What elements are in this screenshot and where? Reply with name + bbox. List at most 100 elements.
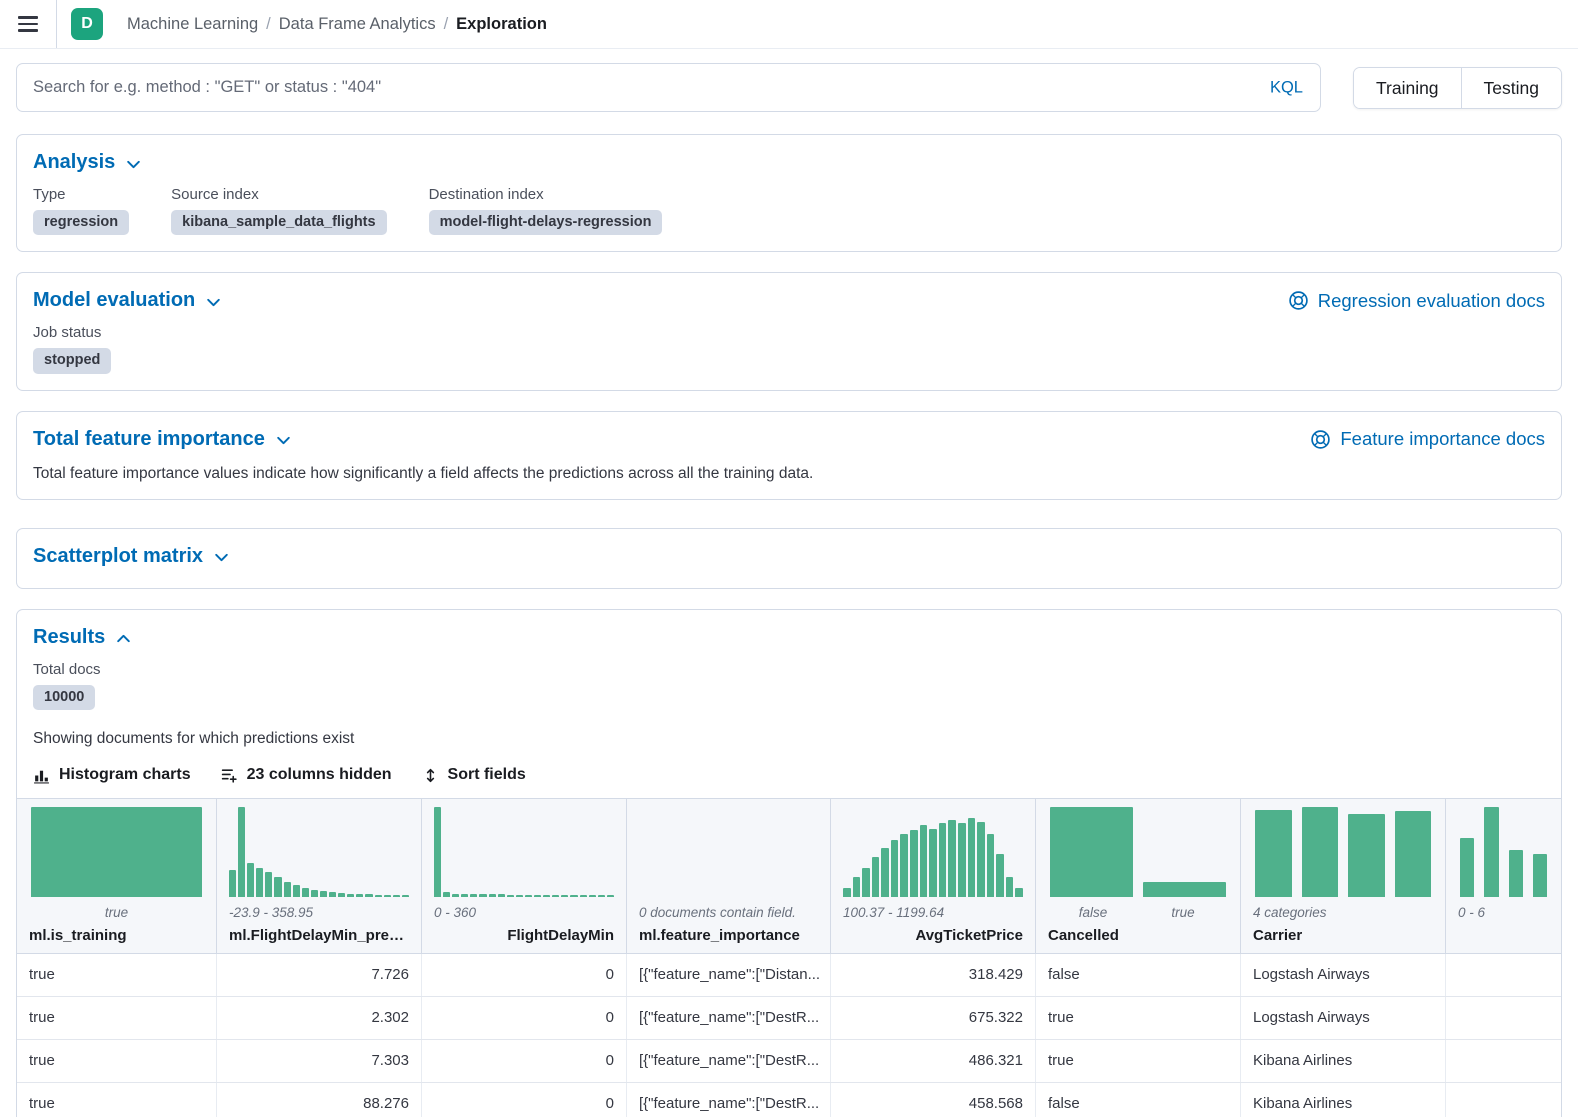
table-row: true7.3030[{"feature_name":["DestR...486… xyxy=(17,1040,1561,1083)
analysis-toggle[interactable]: Analysis xyxy=(33,151,142,174)
table-cell[interactable]: 486.321 xyxy=(831,1040,1036,1082)
table-cell[interactable]: 88.276 xyxy=(217,1083,422,1117)
grid-column-header[interactable]: trueml.is_training xyxy=(17,799,217,953)
testing-button[interactable]: Testing xyxy=(1461,68,1561,108)
search-box: KQL xyxy=(16,63,1321,112)
table-cell[interactable]: Kibana Airlines xyxy=(1241,1040,1446,1082)
histogram-charts-button[interactable]: Histogram charts xyxy=(33,766,191,784)
histogram-bar xyxy=(507,895,514,897)
results-toggle[interactable]: Results xyxy=(33,626,132,649)
histogram-bar xyxy=(872,857,880,898)
chevron-up-icon xyxy=(115,630,132,647)
table-cell[interactable] xyxy=(1446,1040,1561,1082)
histogram-bar xyxy=(247,863,254,897)
table-cell[interactable]: 458.568 xyxy=(831,1083,1036,1117)
model-evaluation-toggle[interactable]: Model evaluation xyxy=(33,289,222,312)
destination-index-badge: model-flight-delays-regression xyxy=(429,210,663,235)
table-cell[interactable]: 675.322 xyxy=(831,997,1036,1039)
table-cell[interactable]: 318.429 xyxy=(831,954,1036,996)
breadcrumb-machine-learning[interactable]: Machine Learning xyxy=(127,15,258,34)
table-cell[interactable]: [{"feature_name":["Distan... xyxy=(627,954,831,996)
field-label-source-index: Source index xyxy=(171,186,386,203)
grid-column-header[interactable]: 4 categoriesCarrier xyxy=(1241,799,1446,953)
table-cell[interactable]: 0 xyxy=(422,997,627,1039)
table-row: true88.2760[{"feature_name":["DestR...45… xyxy=(17,1083,1561,1117)
grid-column-header[interactable]: 0 - 360FlightDelayMin xyxy=(422,799,627,953)
histogram-bar xyxy=(311,890,318,897)
table-cell[interactable] xyxy=(1446,954,1561,996)
histogram-bar xyxy=(1015,888,1023,897)
histogram-bar xyxy=(320,891,327,897)
table-cell[interactable]: [{"feature_name":["DestR... xyxy=(627,1083,831,1117)
chevron-down-icon xyxy=(205,294,222,311)
histogram-bar xyxy=(598,895,605,897)
column-histogram xyxy=(1446,799,1561,897)
table-cell[interactable]: 7.726 xyxy=(217,954,422,996)
table-cell[interactable]: true xyxy=(17,1083,217,1117)
table-cell[interactable]: 2.302 xyxy=(217,997,422,1039)
columns-icon xyxy=(221,767,238,784)
histogram-icon xyxy=(33,767,50,784)
regression-evaluation-docs-link[interactable]: Regression evaluation docs xyxy=(1288,290,1545,312)
table-cell[interactable]: 0 xyxy=(422,954,627,996)
table-cell[interactable]: true xyxy=(17,954,217,996)
histogram-bar xyxy=(365,894,372,897)
breadcrumb-separator: / xyxy=(266,15,271,34)
grid-column-header[interactable]: falsetrueCancelled xyxy=(1036,799,1241,953)
breadcrumb-data-frame-analytics[interactable]: Data Frame Analytics xyxy=(279,15,436,34)
table-cell[interactable]: 0 xyxy=(422,1040,627,1082)
table-cell[interactable]: false xyxy=(1036,954,1241,996)
table-cell[interactable]: 0 xyxy=(422,1083,627,1117)
grid-column-header[interactable]: -23.9 - 358.95ml.FlightDelayMin_predicti xyxy=(217,799,422,953)
space-avatar[interactable]: D xyxy=(71,8,103,40)
table-cell[interactable]: Kibana Airlines xyxy=(1241,1083,1446,1117)
histogram-bar xyxy=(1143,882,1226,897)
total-docs-label: Total docs xyxy=(33,661,101,678)
kql-toggle[interactable]: KQL xyxy=(1270,78,1303,97)
menu-icon[interactable] xyxy=(12,0,52,48)
search-input[interactable] xyxy=(16,63,1321,112)
grid-column-header[interactable]: 0 documents contain field.ml.feature_imp… xyxy=(627,799,831,953)
histogram-bar xyxy=(402,895,409,897)
table-cell[interactable]: true xyxy=(1036,997,1241,1039)
table-cell[interactable] xyxy=(1446,997,1561,1039)
histogram-bar xyxy=(881,848,889,898)
grid-column-header[interactable]: 100.37 - 1199.64AvgTicketPrice xyxy=(831,799,1036,953)
table-cell[interactable] xyxy=(1446,1083,1561,1117)
table-cell[interactable]: [{"feature_name":["DestR... xyxy=(627,1040,831,1082)
table-cell[interactable]: true xyxy=(1036,1040,1241,1082)
histogram-bar xyxy=(561,895,568,897)
histogram-bar xyxy=(443,892,450,897)
histogram-bar xyxy=(987,834,995,897)
histogram-bar xyxy=(891,840,899,898)
histogram-bar xyxy=(302,888,309,897)
table-cell[interactable]: true xyxy=(17,1040,217,1082)
table-row: true7.7260[{"feature_name":["Distan...31… xyxy=(17,954,1561,997)
histogram-bar xyxy=(968,818,976,897)
feature-importance-docs-link[interactable]: Feature importance docs xyxy=(1310,428,1545,450)
training-button[interactable]: Training xyxy=(1354,68,1461,108)
total-feature-importance-toggle[interactable]: Total feature importance xyxy=(33,428,292,451)
column-range-label: 0 - 360 xyxy=(434,905,614,922)
histogram-bar xyxy=(498,894,505,897)
histogram-bar xyxy=(1395,811,1432,897)
table-cell[interactable]: Logstash Airways xyxy=(1241,997,1446,1039)
histogram-bar xyxy=(552,895,559,897)
histogram-bar xyxy=(977,822,985,898)
table-cell[interactable]: 7.303 xyxy=(217,1040,422,1082)
scatterplot-matrix-toggle[interactable]: Scatterplot matrix xyxy=(33,545,230,568)
histogram-bar xyxy=(347,894,354,898)
histogram-bar xyxy=(534,895,541,897)
breadcrumb: Machine Learning / Data Frame Analytics … xyxy=(127,15,547,34)
histogram-bar xyxy=(1006,877,1014,897)
columns-hidden-button[interactable]: 23 columns hidden xyxy=(221,766,392,784)
panel-title: Total feature importance xyxy=(33,428,265,451)
table-cell[interactable]: [{"feature_name":["DestR... xyxy=(627,997,831,1039)
grid-column-header[interactable]: 0 - 6 xyxy=(1446,799,1561,953)
docs-icon xyxy=(1310,429,1331,450)
table-cell[interactable]: false xyxy=(1036,1083,1241,1117)
sort-fields-button[interactable]: Sort fields xyxy=(422,766,526,784)
table-cell[interactable]: true xyxy=(17,997,217,1039)
table-cell[interactable]: Logstash Airways xyxy=(1241,954,1446,996)
histogram-bar xyxy=(958,823,966,897)
